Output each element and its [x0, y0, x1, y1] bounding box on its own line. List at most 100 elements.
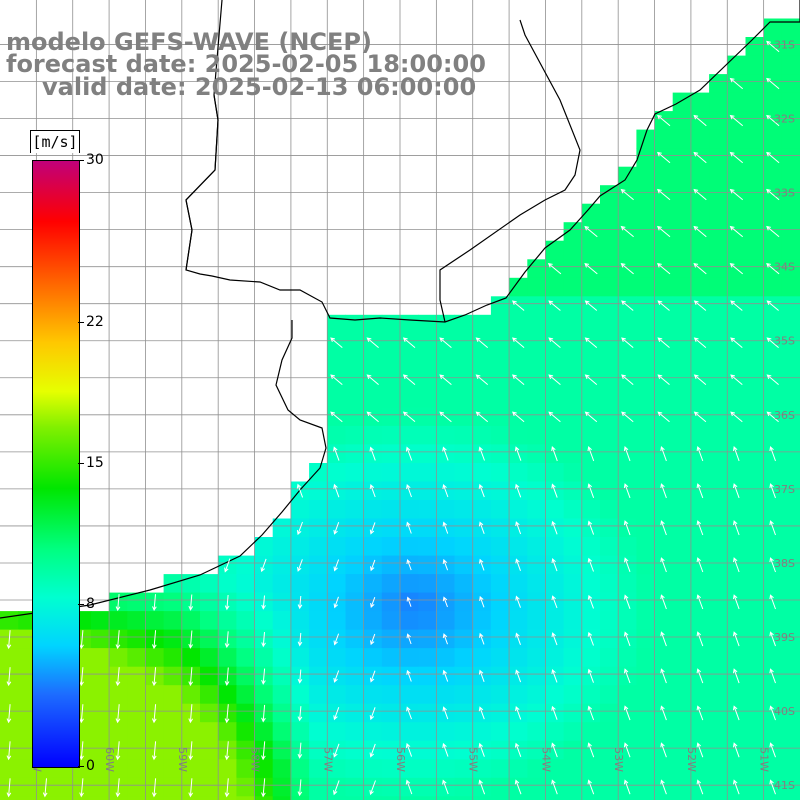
wind-speed-cell	[181, 648, 201, 668]
wind-speed-cell	[163, 685, 183, 705]
wind-arrow	[769, 520, 776, 536]
wind-arrow	[693, 225, 707, 238]
wind-speed-cell	[781, 203, 800, 223]
wind-speed-cell	[490, 777, 510, 797]
wind-speed-cell	[218, 574, 237, 594]
wind-arrow	[657, 188, 671, 201]
wind-speed-cell	[581, 203, 601, 223]
wind-speed-cell	[254, 796, 274, 800]
wind-speed-cell	[90, 666, 110, 686]
wind-speed-cell	[600, 259, 619, 279]
wind-speed-cell	[290, 574, 310, 594]
wind-speed-cell	[327, 648, 346, 668]
wind-arrow	[442, 484, 449, 498]
wind-speed-cell	[381, 722, 401, 742]
wind-speed-cell	[727, 574, 746, 594]
wind-arrow	[260, 558, 267, 573]
wind-speed-cell	[472, 463, 492, 482]
wind-speed-cell	[254, 759, 274, 779]
wind-speed-cell	[727, 240, 746, 260]
wind-arrow	[733, 705, 740, 721]
wind-speed-cell	[309, 555, 328, 575]
wind-arrow	[261, 632, 266, 648]
wind-speed-cell	[400, 611, 419, 631]
wind-speed-cell	[563, 518, 583, 538]
wind-speed-cell	[709, 555, 728, 575]
wind-speed-cell	[272, 592, 292, 612]
wind-speed-cell	[290, 611, 310, 631]
wind-speed-cell	[418, 407, 437, 427]
wind-speed-cell	[745, 481, 765, 501]
wind-speed-cell	[709, 277, 728, 297]
wind-speed-cell	[563, 537, 583, 556]
wind-speed-cell	[763, 129, 783, 149]
wind-speed-cell	[381, 629, 401, 649]
wind-arrow	[584, 225, 598, 238]
wind-speed-cell	[345, 444, 365, 464]
wind-speed-cell	[563, 296, 583, 316]
wind-speed-cell	[454, 407, 474, 427]
wind-speed-cell	[709, 666, 728, 686]
wind-arrow	[442, 706, 449, 720]
wind-speed-cell	[727, 203, 746, 223]
wind-speed-cell	[709, 129, 728, 149]
wind-speed-cell	[563, 314, 583, 334]
wind-speed-cell	[218, 722, 237, 742]
wind-speed-cell	[727, 611, 746, 631]
wind-speed-cell	[709, 74, 728, 94]
wind-speed-cell	[163, 611, 183, 631]
wind-speed-cell	[563, 259, 583, 279]
wind-speed-cell	[436, 314, 456, 334]
wind-speed-cell	[309, 777, 328, 797]
wind-speed-cell	[272, 611, 292, 631]
wind-speed-cell	[672, 296, 692, 316]
wind-speed-cell	[127, 703, 146, 723]
wind-arrow	[514, 446, 522, 461]
wind-speed-cell	[309, 518, 328, 538]
model-title: modelo GEFS-WAVE (NCEP)	[6, 28, 372, 56]
wind-speed-cell	[600, 611, 619, 631]
wind-speed-cell	[145, 796, 165, 800]
wind-arrow	[188, 778, 194, 798]
wind-arrow	[296, 521, 303, 536]
wind-speed-cell	[672, 185, 692, 205]
wind-arrow	[297, 779, 303, 797]
wind-arrow	[766, 40, 780, 53]
wind-arrow	[729, 263, 744, 275]
wind-arrow	[478, 742, 485, 757]
latitude-label: 36S	[774, 409, 795, 422]
wind-speed-cell	[709, 463, 728, 482]
wind-speed-cell	[781, 148, 800, 168]
wind-arrow	[623, 520, 631, 536]
wind-speed-cell	[672, 648, 692, 668]
wind-speed-cell	[527, 425, 546, 445]
wind-speed-cell	[636, 463, 656, 482]
wind-speed-cell	[745, 55, 765, 75]
wind-speed-cell	[618, 388, 637, 408]
wind-speed-cell	[90, 740, 110, 760]
wind-speed-cell	[690, 203, 710, 223]
wind-speed-cell	[672, 666, 692, 686]
wind-speed-cell	[763, 18, 783, 38]
wind-speed-cell	[290, 500, 310, 519]
colorbar-tick	[78, 766, 84, 767]
wind-speed-cell	[709, 388, 728, 408]
wind-arrow	[733, 557, 740, 573]
wind-speed-cell	[181, 685, 201, 705]
wind-speed-cell	[563, 592, 583, 612]
wind-speed-cell	[327, 759, 346, 779]
wind-arrow	[261, 741, 266, 761]
wind-speed-cell	[563, 796, 583, 800]
wind-arrow	[442, 779, 449, 795]
wind-arrow	[693, 300, 707, 311]
wind-speed-cell	[454, 351, 474, 371]
wind-speed-cell	[290, 537, 310, 556]
wind-speed-cell	[672, 351, 692, 371]
longitude-label: 53W	[612, 747, 625, 772]
wind-speed-cell	[509, 648, 528, 668]
wind-speed-cell	[727, 537, 746, 556]
wind-speed-cell	[709, 722, 728, 742]
wind-arrow	[733, 520, 740, 536]
wind-speed-cell	[781, 796, 800, 800]
wind-speed-cell	[600, 351, 619, 371]
